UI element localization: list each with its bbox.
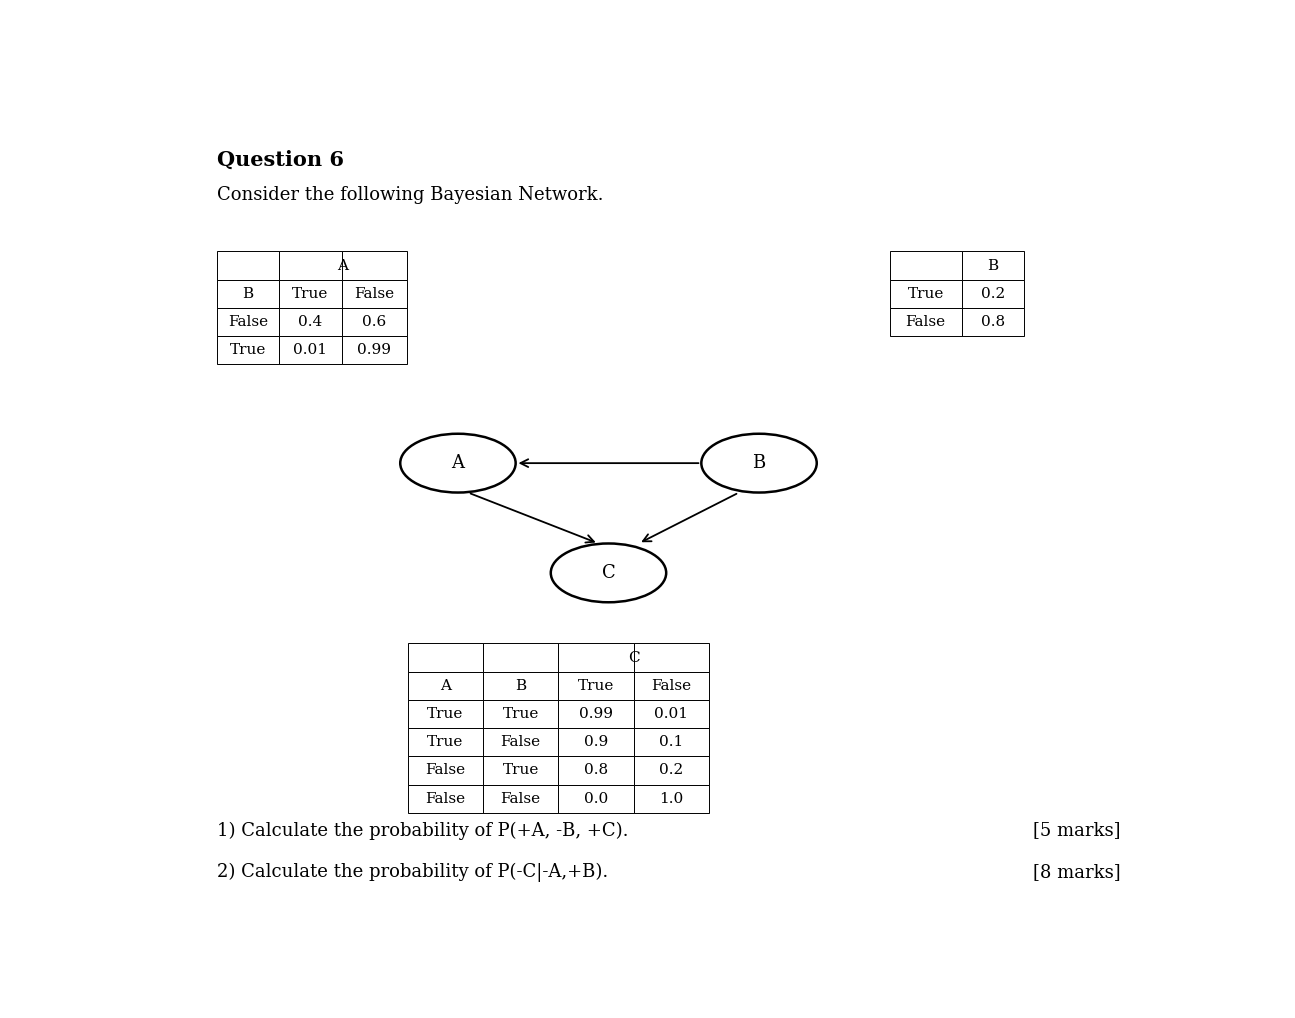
Bar bbox=[962, 251, 1024, 280]
Text: A: A bbox=[338, 259, 348, 273]
Text: 1) Calculate the probability of P(+A, -B, +C).: 1) Calculate the probability of P(+A, -B… bbox=[218, 822, 628, 840]
Bar bbox=[483, 672, 558, 699]
Text: False: False bbox=[501, 792, 541, 805]
Text: A: A bbox=[440, 679, 451, 693]
Bar bbox=[558, 643, 633, 672]
Bar bbox=[280, 280, 342, 307]
Bar bbox=[342, 251, 407, 280]
Bar bbox=[962, 280, 1024, 307]
Bar bbox=[962, 307, 1024, 336]
Text: 0.01: 0.01 bbox=[294, 343, 328, 357]
Bar bbox=[633, 672, 708, 699]
Text: 0.99: 0.99 bbox=[357, 343, 391, 357]
Text: True: True bbox=[427, 706, 464, 721]
Bar bbox=[408, 785, 483, 812]
Text: 0.9: 0.9 bbox=[584, 735, 609, 749]
Bar bbox=[342, 336, 407, 364]
Text: 0.1: 0.1 bbox=[659, 735, 684, 749]
Text: B: B bbox=[987, 259, 998, 273]
Text: False: False bbox=[425, 764, 465, 778]
Bar bbox=[633, 728, 708, 756]
Text: False: False bbox=[651, 679, 692, 693]
Bar bbox=[408, 643, 483, 672]
Text: A: A bbox=[452, 454, 465, 472]
Text: [8 marks]: [8 marks] bbox=[1032, 863, 1120, 881]
Text: True: True bbox=[427, 735, 464, 749]
Text: [5 marks]: [5 marks] bbox=[1033, 822, 1120, 840]
Text: 0.4: 0.4 bbox=[298, 315, 322, 329]
Bar bbox=[408, 672, 483, 699]
Bar bbox=[408, 699, 483, 728]
Text: 2) Calculate the probability of P(-C|-A,+B).: 2) Calculate the probability of P(-C|-A,… bbox=[218, 863, 609, 883]
Text: C: C bbox=[602, 564, 615, 582]
Bar bbox=[483, 728, 558, 756]
Bar bbox=[558, 699, 633, 728]
Bar bbox=[890, 280, 962, 307]
Bar bbox=[280, 251, 342, 280]
Bar bbox=[558, 728, 633, 756]
Text: 1.0: 1.0 bbox=[659, 792, 684, 805]
Bar bbox=[483, 756, 558, 785]
Text: True: True bbox=[908, 287, 944, 301]
Text: True: True bbox=[578, 679, 614, 693]
Text: B: B bbox=[242, 287, 254, 301]
Text: False: False bbox=[905, 315, 945, 329]
Bar bbox=[342, 280, 407, 307]
Bar bbox=[218, 251, 280, 280]
Text: True: True bbox=[231, 343, 267, 357]
Text: True: True bbox=[502, 706, 539, 721]
Text: False: False bbox=[354, 287, 394, 301]
Text: 0.2: 0.2 bbox=[980, 287, 1005, 301]
Text: 0.8: 0.8 bbox=[584, 764, 609, 778]
Bar bbox=[633, 785, 708, 812]
Bar bbox=[218, 307, 280, 336]
Text: 0.01: 0.01 bbox=[654, 706, 688, 721]
Bar bbox=[280, 307, 342, 336]
Text: B: B bbox=[752, 454, 765, 472]
Text: False: False bbox=[501, 735, 541, 749]
Bar bbox=[483, 643, 558, 672]
Bar bbox=[218, 336, 280, 364]
Text: True: True bbox=[293, 287, 329, 301]
Text: Question 6: Question 6 bbox=[218, 150, 344, 170]
Bar bbox=[483, 785, 558, 812]
Bar bbox=[890, 307, 962, 336]
Bar bbox=[633, 756, 708, 785]
Text: B: B bbox=[515, 679, 526, 693]
Bar bbox=[408, 728, 483, 756]
Bar bbox=[633, 643, 708, 672]
Text: 0.0: 0.0 bbox=[584, 792, 609, 805]
Text: False: False bbox=[228, 315, 268, 329]
Text: 0.99: 0.99 bbox=[579, 706, 613, 721]
Text: Consider the following Bayesian Network.: Consider the following Bayesian Network. bbox=[218, 186, 603, 205]
Text: True: True bbox=[502, 764, 539, 778]
Bar bbox=[218, 280, 280, 307]
Text: 0.2: 0.2 bbox=[659, 764, 684, 778]
Bar bbox=[558, 672, 633, 699]
Bar bbox=[408, 756, 483, 785]
Bar bbox=[558, 785, 633, 812]
Bar bbox=[558, 756, 633, 785]
Bar bbox=[342, 307, 407, 336]
Bar bbox=[633, 699, 708, 728]
Bar bbox=[280, 336, 342, 364]
Bar bbox=[483, 699, 558, 728]
Bar bbox=[890, 251, 962, 280]
Text: 0.6: 0.6 bbox=[363, 315, 386, 329]
Text: 0.8: 0.8 bbox=[980, 315, 1005, 329]
Text: False: False bbox=[425, 792, 465, 805]
Text: C: C bbox=[628, 651, 640, 665]
